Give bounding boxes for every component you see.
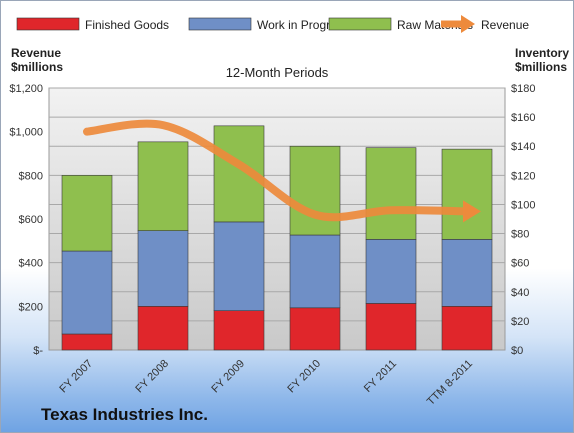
category-label: TTM 8-2011 [425,358,475,408]
bar-segment-work-in-progress [137,230,189,307]
left-tick-label: $- [33,345,43,357]
left-axis-label-line1: Revenue [11,46,61,60]
left-tick-label: $400 [19,258,43,270]
left-axis-label-line2: $millions [11,60,63,74]
right-tick-label: $160 [511,112,535,124]
category-labels: FY 2007 FY 2008 FY 2009 FY 2010 FY 2011 TTM 8… [57,358,475,408]
legend-swatch [328,17,392,31]
right-tick-label: $0 [511,345,523,357]
legend-label: Finished Goods [85,18,169,32]
right-axis-label-line2: $millions [515,60,567,74]
left-tick-label: $1,000 [9,127,43,139]
chart-title: 12-Month Periods [226,65,329,80]
right-tick-label: $140 [511,141,535,153]
bar-segment-work-in-progress [441,239,493,307]
right-axis-ticks: $0 $20 $40 $60 $80 $100 $120 $140 $160 $180 [511,83,535,357]
category-label: FY 2011 [362,358,399,395]
bar-segment-raw-materials [365,147,417,240]
right-tick-label: $180 [511,83,535,95]
bar-segment-raw-materials [441,148,493,240]
right-tick-label: $80 [511,229,529,241]
bar-segment-work-in-progress [289,234,341,309]
legend: Finished Goods Work in Progress Raw Materi… [16,15,529,33]
legend-label: Work in Progress [257,18,349,32]
bar-segment-raw-materials [289,145,341,236]
left-axis-ticks: $- $200 $400 $600 $800 $1,000 $1,200 [9,83,43,357]
revenue-line-path [83,119,471,222]
legend-swatch [16,17,80,31]
left-tick-label: $600 [19,214,43,226]
legend-arrow [461,15,475,33]
bar-segment-finished-goods [441,306,493,351]
plot-area [48,87,506,351]
left-tick-label: $800 [19,170,43,182]
bar-segment-finished-goods [213,310,265,351]
bar-segment-finished-goods [137,306,189,351]
legend-swatch [188,17,252,31]
right-axis-label-line1: Inventory [515,46,569,60]
right-tick-label: $120 [511,170,535,182]
bars [61,125,493,351]
right-tick-label: $20 [511,316,529,328]
company-name: Texas Industries Inc. [41,405,208,424]
bar-segment-work-in-progress [213,221,265,312]
bar-segment-raw-materials [137,141,189,231]
revenue-line [83,119,481,223]
bar-segment-finished-goods [289,307,341,351]
legend-label: Revenue [481,18,529,32]
category-label: FY 2009 [209,358,247,396]
bar-segment-work-in-progress [61,250,113,335]
right-tick-label: $60 [511,258,529,270]
category-label: FY 2007 [57,358,95,396]
category-label: FY 2008 [133,358,171,396]
right-tick-label: $100 [511,199,535,211]
right-tick-label: $40 [511,287,529,299]
bar-segment-finished-goods [365,303,417,351]
bar-segment-work-in-progress [365,239,417,304]
bar-segment-finished-goods [61,333,113,351]
left-tick-label: $1,200 [9,83,43,95]
left-tick-label: $200 [19,301,43,313]
category-label: FY 2010 [285,358,323,396]
revenue-arrowhead [463,200,481,223]
gridlines [49,87,505,322]
bar-segment-raw-materials [61,175,113,252]
